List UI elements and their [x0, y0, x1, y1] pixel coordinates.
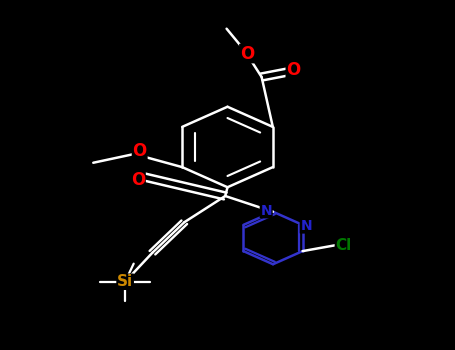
Text: N: N — [300, 219, 312, 233]
Text: N: N — [260, 204, 272, 218]
Text: Si: Si — [117, 274, 133, 289]
Text: O: O — [132, 142, 147, 160]
Text: O: O — [131, 170, 145, 189]
Text: Cl: Cl — [335, 238, 352, 252]
Text: O: O — [240, 44, 254, 63]
Text: O: O — [286, 61, 301, 79]
